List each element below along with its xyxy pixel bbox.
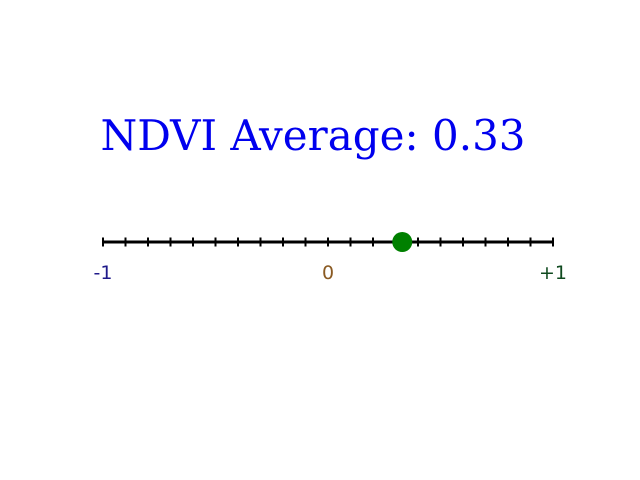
chart-title: NDVI Average: 0.33 bbox=[100, 111, 526, 160]
ndvi-marker bbox=[392, 232, 413, 252]
tick-label: -1 bbox=[94, 262, 113, 284]
tick-label: +1 bbox=[539, 262, 567, 284]
tick-label: 0 bbox=[322, 262, 334, 284]
